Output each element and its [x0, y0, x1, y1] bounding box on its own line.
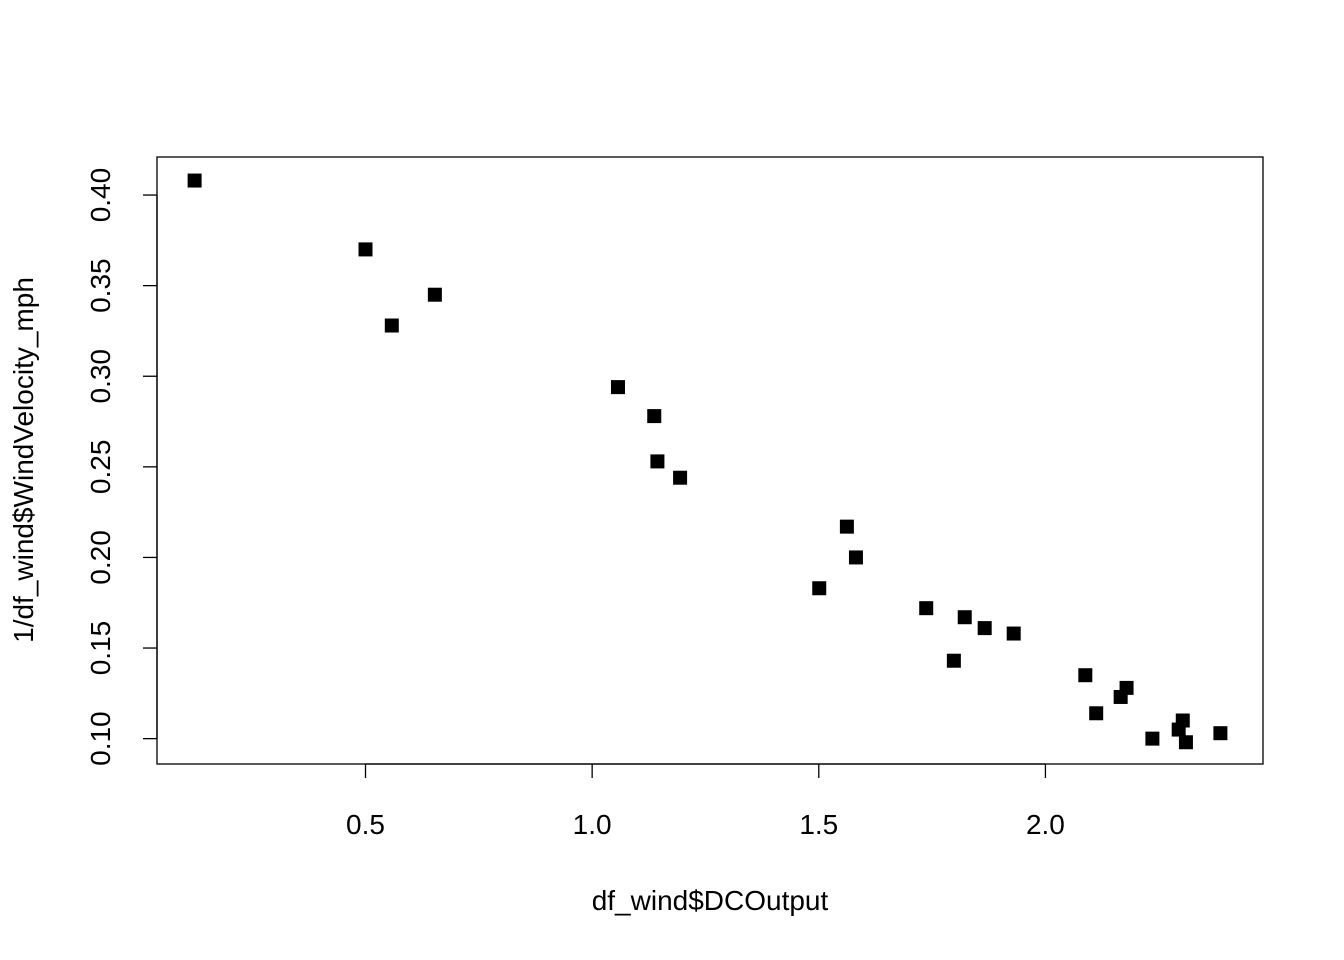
y-tick-label: 0.30 — [85, 349, 116, 404]
data-point — [839, 519, 854, 534]
data-point — [848, 550, 863, 565]
data-point — [610, 380, 625, 395]
data-point — [1178, 735, 1193, 750]
data-point — [1175, 713, 1190, 728]
y-tick-label: 0.35 — [85, 258, 116, 313]
data-point — [650, 454, 665, 469]
data-point — [1078, 668, 1093, 683]
data-point — [187, 173, 202, 188]
data-point — [427, 287, 442, 302]
data-point — [358, 242, 373, 257]
y-axis-label: 1/df_wind$WindVelocity_mph — [8, 277, 39, 643]
y-tick-label: 0.20 — [85, 530, 116, 585]
x-tick-label: 2.0 — [1026, 809, 1065, 840]
x-axis: 0.5 1.0 1.5 2.0 — [346, 763, 1065, 840]
data-point — [647, 409, 662, 424]
data-point — [1006, 626, 1021, 641]
data-point — [1119, 680, 1134, 695]
data-point — [1089, 706, 1104, 721]
data-point — [977, 621, 992, 636]
x-tick-label: 1.0 — [573, 809, 612, 840]
y-tick-label: 0.25 — [85, 440, 116, 495]
data-point — [919, 601, 934, 616]
data-points — [187, 173, 1228, 750]
data-point — [673, 470, 688, 485]
data-point — [1213, 726, 1228, 741]
data-point — [812, 581, 827, 596]
data-point — [384, 318, 399, 333]
data-point — [1145, 731, 1160, 746]
data-point — [957, 610, 972, 625]
y-tick-label: 0.15 — [85, 621, 116, 676]
y-tick-label: 0.40 — [85, 168, 116, 223]
y-tick-label: 0.10 — [85, 711, 116, 766]
y-axis: 0.10 0.15 0.20 0.25 0.30 0.35 0.40 — [85, 168, 158, 766]
x-tick-label: 0.5 — [346, 809, 385, 840]
data-point — [946, 653, 961, 668]
x-tick-label: 1.5 — [799, 809, 838, 840]
x-axis-label: df_wind$DCOutput — [592, 885, 829, 916]
